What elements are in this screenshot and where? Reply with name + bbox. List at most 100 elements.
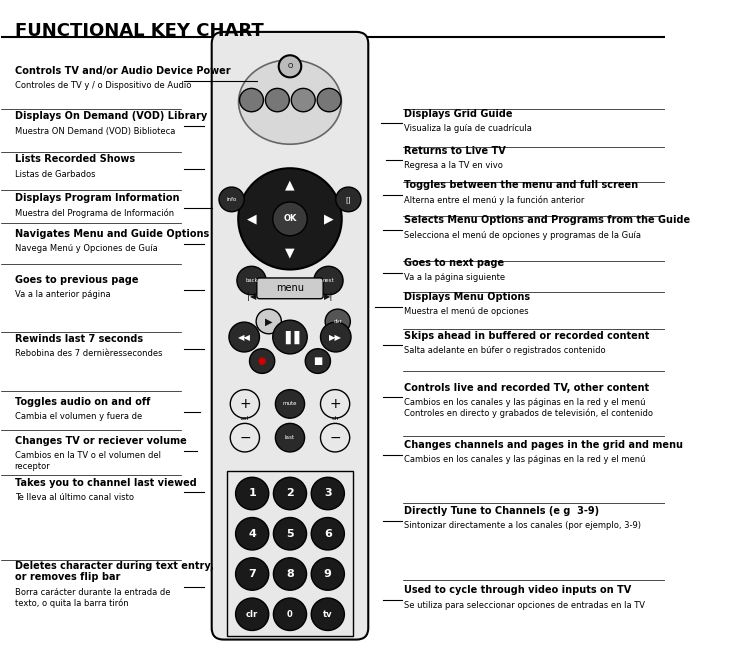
Text: Navega Menú y Opciones de Guía: Navega Menú y Opciones de Guía: [15, 244, 158, 253]
Text: 3: 3: [324, 488, 331, 499]
Text: Navigates Menu and Guide Options: Navigates Menu and Guide Options: [15, 229, 209, 239]
Text: back: back: [245, 278, 258, 283]
Circle shape: [311, 477, 345, 510]
Text: OK: OK: [283, 215, 296, 224]
Text: Salta adelante en búfer o registrados contenido: Salta adelante en búfer o registrados co…: [404, 346, 606, 355]
Text: ■: ■: [313, 356, 323, 366]
Circle shape: [305, 349, 331, 374]
Text: ▐▐: ▐▐: [280, 331, 299, 344]
Circle shape: [230, 390, 259, 418]
Text: ◀: ◀: [247, 213, 256, 226]
Circle shape: [256, 309, 281, 334]
Text: Displays On Demand (VOD) Library: Displays On Demand (VOD) Library: [15, 111, 207, 121]
FancyBboxPatch shape: [212, 32, 368, 640]
Text: Cambia el volumen y fuera de: Cambia el volumen y fuera de: [15, 412, 142, 421]
Text: mute: mute: [283, 402, 297, 406]
Text: Deletes character during text entry,
or removes flip bar: Deletes character during text entry, or …: [15, 561, 213, 582]
Text: 0: 0: [287, 610, 293, 619]
Circle shape: [250, 349, 274, 374]
Circle shape: [266, 89, 289, 111]
Text: 4: 4: [248, 529, 256, 539]
Text: 7: 7: [248, 569, 256, 579]
Text: Te lleva al último canal visto: Te lleva al último canal visto: [15, 493, 134, 502]
Text: []: []: [345, 196, 351, 203]
Circle shape: [219, 187, 245, 212]
Circle shape: [320, 423, 350, 452]
Text: Muestra ON Demand (VOD) Biblioteca: Muestra ON Demand (VOD) Biblioteca: [15, 126, 175, 136]
Text: 1: 1: [248, 488, 256, 499]
Text: Selecciona el menú de opciones y programas de la Guía: Selecciona el menú de opciones y program…: [404, 231, 641, 239]
Text: Va a la página siguiente: Va a la página siguiente: [404, 273, 505, 282]
Text: vol: vol: [240, 416, 250, 421]
Circle shape: [273, 202, 307, 236]
Circle shape: [274, 518, 307, 550]
Text: ▲: ▲: [285, 179, 295, 192]
Text: Displays Grid Guide: Displays Grid Guide: [404, 109, 512, 119]
Text: info: info: [226, 197, 237, 202]
Circle shape: [238, 168, 342, 269]
Circle shape: [275, 390, 304, 418]
Circle shape: [336, 187, 361, 212]
Text: Controles de TV y / o Dispositivo de Audio: Controles de TV y / o Dispositivo de Aud…: [15, 82, 191, 90]
Text: Alterna entre el menú y la función anterior: Alterna entre el menú y la función anter…: [404, 196, 585, 205]
Text: 5: 5: [286, 529, 293, 539]
Text: Lists Recorded Shows: Lists Recorded Shows: [15, 155, 135, 164]
Circle shape: [274, 598, 307, 630]
Text: Se utiliza para seleccionar opciones de entradas en la TV: Se utiliza para seleccionar opciones de …: [404, 600, 645, 610]
Circle shape: [317, 89, 341, 111]
Text: Rewinds last 7 seconds: Rewinds last 7 seconds: [15, 334, 143, 344]
Text: Used to cycle through video inputs on TV: Used to cycle through video inputs on TV: [404, 585, 631, 595]
Text: ●: ●: [258, 356, 266, 366]
Text: Muestra el menú de opciones: Muestra el menú de opciones: [404, 307, 529, 316]
Circle shape: [275, 423, 304, 452]
Text: Displays Program Information: Displays Program Information: [15, 193, 179, 203]
Text: Regresa a la TV en vivo: Regresa a la TV en vivo: [404, 161, 503, 170]
Text: next: next: [323, 278, 334, 283]
Circle shape: [236, 477, 269, 510]
Circle shape: [237, 266, 266, 295]
Text: Selects Menu Options and Programs from the Guide: Selects Menu Options and Programs from t…: [404, 215, 691, 226]
Text: Cambios en los canales y las páginas en la red y el menú: Cambios en los canales y las páginas en …: [404, 455, 645, 464]
Circle shape: [320, 390, 350, 418]
Text: Skips ahead in buffered or recorded content: Skips ahead in buffered or recorded cont…: [404, 331, 650, 341]
Text: Displays Menu Options: Displays Menu Options: [404, 292, 530, 302]
Text: Sintonizar directamente a los canales (por ejemplo, 3-9): Sintonizar directamente a los canales (p…: [404, 522, 641, 531]
Text: Directly Tune to Channels (e g  3-9): Directly Tune to Channels (e g 3-9): [404, 506, 599, 516]
Text: ◀◀: ◀◀: [238, 333, 250, 342]
Circle shape: [314, 266, 343, 295]
Ellipse shape: [239, 60, 342, 144]
Text: last: last: [285, 435, 295, 440]
Text: 6: 6: [324, 529, 331, 539]
Text: dvr: dvr: [334, 319, 342, 324]
Circle shape: [230, 423, 259, 452]
Text: FUNCTIONAL KEY CHART: FUNCTIONAL KEY CHART: [15, 22, 264, 40]
Circle shape: [239, 89, 264, 111]
Text: Borra carácter durante la entrada de
texto, o quita la barra tirón: Borra carácter durante la entrada de tex…: [15, 587, 170, 608]
Text: clr: clr: [246, 610, 258, 619]
Text: Toggles between the menu and full screen: Toggles between the menu and full screen: [404, 181, 638, 190]
Text: |◀: |◀: [247, 292, 256, 301]
Text: Cambios en los canales y las páginas en la red y el menú
Controles en directo y : Cambios en los canales y las páginas en …: [404, 398, 653, 418]
Text: −: −: [329, 431, 341, 445]
Text: −: −: [239, 431, 250, 445]
Text: 2: 2: [286, 488, 294, 499]
Text: Controls TV and/or Audio Device Power: Controls TV and/or Audio Device Power: [15, 66, 230, 76]
Circle shape: [311, 518, 345, 550]
Text: ▶|: ▶|: [324, 292, 333, 301]
Text: Goes to next page: Goes to next page: [404, 258, 504, 268]
Circle shape: [325, 309, 350, 334]
Text: ▶▶: ▶▶: [329, 333, 342, 342]
Text: Muestra del Programa de Información: Muestra del Programa de Información: [15, 209, 174, 218]
Circle shape: [274, 557, 307, 590]
Circle shape: [274, 477, 307, 510]
Text: +: +: [239, 397, 250, 411]
Text: Cambios en la TV o el volumen del
receptor: Cambios en la TV o el volumen del recept…: [15, 451, 161, 471]
Text: Controls live and recorded TV, other content: Controls live and recorded TV, other con…: [404, 383, 649, 393]
Text: tv: tv: [323, 610, 333, 619]
Text: 8: 8: [286, 569, 294, 579]
Text: Takes you to channel last viewed: Takes you to channel last viewed: [15, 478, 196, 488]
Text: ▶: ▶: [265, 316, 272, 327]
Text: Changes TV or reciever volume: Changes TV or reciever volume: [15, 436, 186, 446]
Circle shape: [291, 89, 315, 111]
Text: Visualiza la guía de cuadrícula: Visualiza la guía de cuadrícula: [404, 124, 532, 133]
